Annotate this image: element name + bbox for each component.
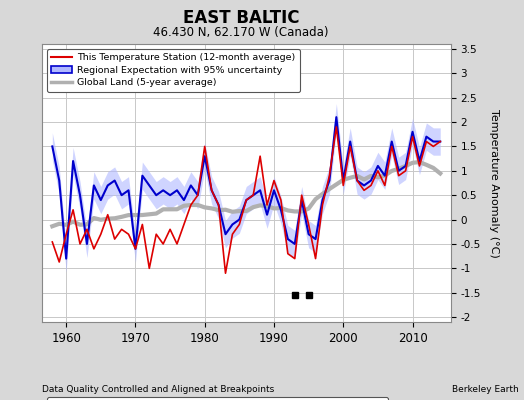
Text: EAST BALTIC: EAST BALTIC bbox=[183, 9, 299, 27]
Text: 46.430 N, 62.170 W (Canada): 46.430 N, 62.170 W (Canada) bbox=[154, 26, 329, 39]
Y-axis label: Temperature Anomaly (°C): Temperature Anomaly (°C) bbox=[489, 109, 499, 257]
Text: Data Quality Controlled and Aligned at Breakpoints: Data Quality Controlled and Aligned at B… bbox=[42, 386, 274, 394]
Legend: Station Move, Record Gap, Time of Obs. Change, Empirical Break: Station Move, Record Gap, Time of Obs. C… bbox=[47, 397, 388, 400]
Text: Berkeley Earth: Berkeley Earth bbox=[452, 386, 519, 394]
